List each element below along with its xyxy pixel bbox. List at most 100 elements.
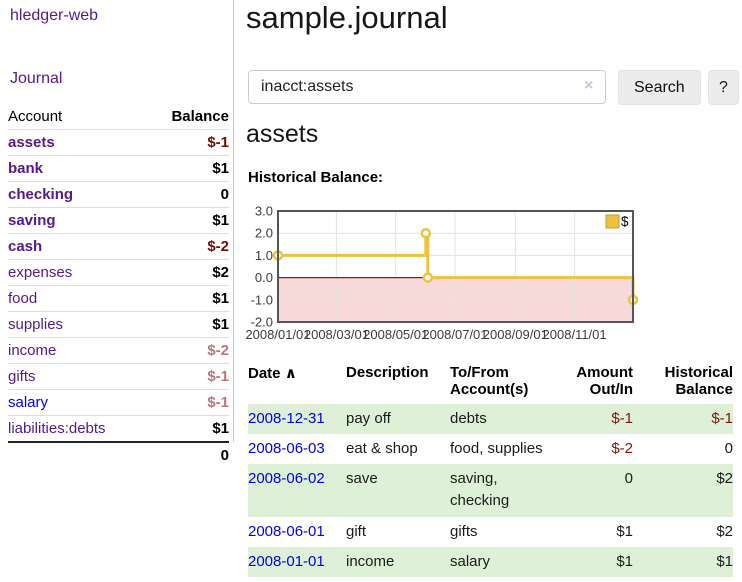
column-header-description: Description xyxy=(346,364,429,381)
balance-column-header: Balance xyxy=(147,104,229,130)
account-balance: 0 xyxy=(147,181,229,208)
account-row: income $-2 xyxy=(8,337,229,364)
transaction-amount: 0 xyxy=(624,470,633,487)
transaction-accounts: salary xyxy=(450,552,491,570)
sort-ascending-icon: ∧ xyxy=(284,365,297,382)
accounts-total-value: 0 xyxy=(147,441,229,468)
account-link-cash[interactable]: cash xyxy=(8,238,43,255)
account-link-gifts[interactable]: gifts xyxy=(8,368,36,385)
y-axis-tick: 3.0 xyxy=(255,204,273,219)
account-heading: assets xyxy=(246,120,319,148)
transaction-date-link[interactable]: 2008-01-01 xyxy=(248,552,325,570)
account-link-checking[interactable]: checking xyxy=(8,186,74,203)
account-balance: $1 xyxy=(147,285,229,312)
account-link-assets[interactable]: assets xyxy=(8,134,55,151)
account-row: checking 0 xyxy=(8,181,229,208)
register-table: Date ∧ Description To/From Account(s) Am… xyxy=(248,362,733,577)
chart-data-point xyxy=(420,227,432,239)
transaction-balance: $2 xyxy=(716,470,733,487)
column-header-balance: Historical Balance xyxy=(664,364,733,398)
x-axis-ticks: 2008/01/01 2008/03/01 2008/05/01 2008/07… xyxy=(245,327,606,342)
column-header-amount: Amount Out/In xyxy=(576,364,633,398)
transaction-date-link[interactable]: 2008-06-01 xyxy=(248,522,325,540)
search-button[interactable]: Search xyxy=(618,70,701,105)
transaction-amount: $1 xyxy=(616,522,633,540)
column-header-date[interactable]: Date ∧ xyxy=(248,362,346,404)
sidebar-item-journal[interactable]: Journal xyxy=(10,70,63,87)
transaction-row: 2008-06-03 eat & shop food, supplies $-2… xyxy=(248,434,733,464)
y-axis-ticks: 3.0 2.0 1.0 0.0 -1.0 -2.0 xyxy=(251,204,273,330)
account-balance: $-1 xyxy=(147,363,229,390)
account-row: salary $-1 xyxy=(8,389,229,416)
x-axis-tick: 2008/05/01 xyxy=(363,327,428,342)
legend-label: $ xyxy=(621,214,629,229)
transaction-date-link[interactable]: 2008-06-02 xyxy=(248,470,325,487)
x-axis-tick: 2008/01/01 xyxy=(245,327,310,342)
account-link-expenses[interactable]: expenses xyxy=(8,264,73,281)
transaction-amount: $1 xyxy=(616,552,633,570)
chart-title: Historical Balance: xyxy=(248,169,384,186)
account-link-income[interactable]: income xyxy=(8,342,57,359)
transaction-description: save xyxy=(346,470,378,487)
account-balance: $1 xyxy=(212,420,229,437)
account-link-supplies[interactable]: supplies xyxy=(8,316,64,333)
accounts-total-row: 0 xyxy=(8,441,229,468)
account-balance: $-2 xyxy=(147,233,229,260)
account-row: cash $-2 xyxy=(8,233,229,260)
account-link-liabilities-debts[interactable]: liabilities:debts xyxy=(8,420,106,437)
transaction-date-link[interactable]: 2008-06-03 xyxy=(248,440,325,457)
app-title-link[interactable]: hledger-web xyxy=(10,7,99,24)
transaction-description: income xyxy=(346,552,395,570)
transaction-row: 2008-06-02 save saving, checking 0 $2 xyxy=(248,464,733,517)
transaction-amount: $-2 xyxy=(611,440,633,457)
x-axis-tick: 2008/07/01 xyxy=(422,327,487,342)
account-balance: $1 xyxy=(147,155,229,182)
plot-border xyxy=(277,210,634,323)
x-axis-tick: 2008/03/01 xyxy=(304,327,369,342)
account-link-food[interactable]: food xyxy=(8,290,38,307)
transaction-date-link[interactable]: 2008-12-31 xyxy=(248,410,325,427)
transaction-accounts: saving, checking xyxy=(450,470,510,509)
vertical-gridlines xyxy=(335,211,576,322)
transaction-row: 2008-06-01 gift gifts $1 $2 xyxy=(248,517,733,547)
historical-balance-chart: $ 3.0 2.0 1.0 0.0 -1.0 -2.0 2008/01/01 2… xyxy=(240,200,742,345)
date-header-label: Date xyxy=(248,365,281,382)
account-link-saving[interactable]: saving xyxy=(8,212,56,229)
account-link-bank[interactable]: bank xyxy=(8,160,44,177)
transaction-description: gift xyxy=(346,522,367,540)
transaction-balance: 0 xyxy=(724,440,733,457)
sidebar-divider xyxy=(233,0,234,442)
transaction-description: pay off xyxy=(346,410,391,427)
account-row: liabilities:debts $1 xyxy=(8,416,229,443)
accounts-table-header: Account Balance xyxy=(8,104,229,130)
help-button[interactable]: ? xyxy=(708,70,739,105)
column-header-accounts: To/From Account(s) xyxy=(450,364,529,398)
accounts-column-header: Account xyxy=(8,104,147,130)
account-row: gifts $-1 xyxy=(8,363,229,390)
account-balance: $-2 xyxy=(147,337,229,364)
account-row: food $1 xyxy=(8,285,229,312)
x-axis-tick: 2008/11/01 xyxy=(543,327,607,342)
y-axis-tick: -1.0 xyxy=(251,292,273,307)
clear-search-icon[interactable]: × xyxy=(584,77,594,94)
transaction-accounts: food, supplies xyxy=(450,440,543,457)
account-row: expenses $2 xyxy=(8,259,229,286)
transaction-row: 2008-01-01 income salary $1 $1 xyxy=(248,546,733,577)
account-link-salary[interactable]: salary xyxy=(8,394,49,411)
account-balance: $2 xyxy=(147,259,229,286)
chart-svg: $ 3.0 2.0 1.0 0.0 -1.0 -2.0 2008/01/01 2… xyxy=(245,204,639,342)
account-row: assets $-1 xyxy=(8,129,229,156)
y-axis-tick: 0.0 xyxy=(255,270,273,285)
page-title: sample.journal xyxy=(246,0,448,35)
y-axis-tick: 1.0 xyxy=(255,248,273,263)
account-balance: $-1 xyxy=(147,129,229,156)
account-row: bank $1 xyxy=(8,155,229,182)
accounts-table: Account Balance assets $-1 bank $1 check… xyxy=(8,104,229,468)
account-balance: $-1 xyxy=(147,389,229,416)
transaction-balance: $-1 xyxy=(711,410,733,427)
search-input[interactable] xyxy=(248,70,606,104)
register-header-row: Date ∧ Description To/From Account(s) Am… xyxy=(248,362,733,404)
x-axis-tick: 2008/09/01 xyxy=(483,327,548,342)
transaction-balance: $1 xyxy=(716,552,733,570)
